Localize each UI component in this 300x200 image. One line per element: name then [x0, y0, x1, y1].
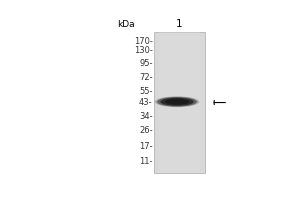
Bar	[154, 32, 205, 173]
Text: kDa: kDa	[118, 20, 135, 29]
Text: 26-: 26-	[139, 126, 153, 135]
Text: 17-: 17-	[139, 142, 153, 151]
Text: 95-: 95-	[139, 59, 153, 68]
Ellipse shape	[157, 97, 197, 107]
Text: 1: 1	[176, 19, 183, 29]
Text: 34-: 34-	[139, 112, 153, 121]
Text: 72-: 72-	[139, 73, 153, 82]
Text: 11-: 11-	[139, 157, 153, 166]
Ellipse shape	[165, 99, 189, 105]
Text: 55-: 55-	[139, 87, 153, 96]
Text: 130-: 130-	[134, 46, 153, 55]
Ellipse shape	[155, 96, 199, 107]
Bar	[159, 32, 200, 173]
Text: 43-: 43-	[139, 98, 153, 107]
Ellipse shape	[160, 98, 194, 106]
Text: 170-: 170-	[134, 37, 153, 46]
